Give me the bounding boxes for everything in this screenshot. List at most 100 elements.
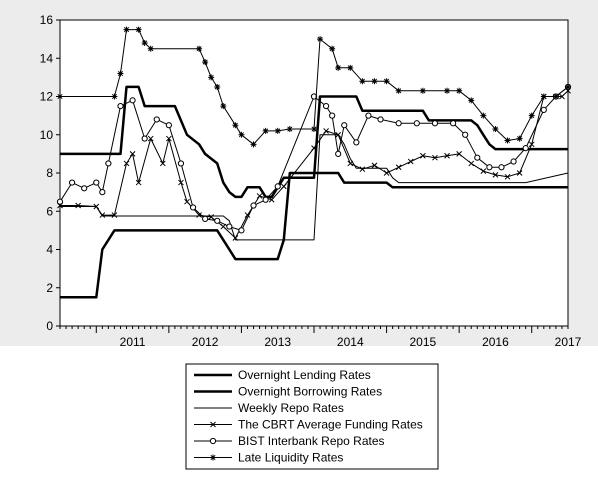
star-marker [480,112,487,119]
circle-marker [105,160,112,167]
series-lines [56,26,572,299]
x-marker [232,235,239,241]
circle-marker [431,120,439,127]
x-tick-label: 2017 [555,335,582,349]
x-marker [280,183,287,190]
star-marker [135,26,142,33]
x-tick-label: 2011 [120,335,146,349]
circle-marker [238,227,245,234]
star-marker [262,127,269,134]
circle-marker [540,106,547,113]
legend-label: BIST Interbank Repo Rates [238,434,385,448]
star-marker [210,454,216,461]
series-line [60,85,568,199]
star-marker [371,78,378,85]
y-tick-label: 4 [46,243,53,257]
x-marker [492,172,499,178]
star-marker [202,59,209,66]
circle-marker [449,120,457,127]
x-marker [147,135,154,142]
x-marker [166,135,172,142]
x-marker [256,193,263,199]
circle-marker [262,196,269,203]
series-0 [60,85,568,199]
star-marker [286,126,293,133]
legend-item: Late Liquidity Rates [194,451,343,465]
circle-marker [353,139,360,146]
series-line [60,171,568,299]
circle-marker [486,164,493,171]
star-marker [565,83,571,90]
x-marker [178,179,184,186]
y-tick-label: 12 [40,90,54,104]
x-marker [75,202,81,209]
circle-marker [335,150,342,157]
circle-marker [522,145,529,152]
star-marker [504,137,511,144]
star-marker [238,131,245,138]
y-tick-label: 8 [46,166,53,180]
x-marker [129,151,136,157]
circle-marker [93,179,100,186]
star-marker [395,87,402,94]
x-marker [135,179,142,186]
series-line [60,90,569,239]
circle-marker [165,122,172,129]
circle-marker [498,164,505,171]
series-1 [60,171,568,299]
series-line [60,134,569,241]
star-marker [347,64,354,71]
star-marker [147,45,154,52]
circle-marker [214,217,221,224]
circle-marker [474,154,481,161]
circle-marker [329,112,336,119]
x-marker [111,212,118,218]
x-marker [123,160,130,167]
star-marker [220,103,227,110]
y-tick-label: 16 [40,13,54,27]
star-marker [456,87,463,94]
circle-marker [226,223,233,230]
x-tick-label: 2014 [337,335,364,349]
x-tick-label: 2016 [482,335,509,349]
x-marker [196,212,202,218]
x-marker [456,151,462,157]
x-marker [159,160,166,167]
legend: Overnight Lending Rates Overnight Borrowi… [185,363,439,470]
x-marker [93,203,100,210]
x-marker [504,173,511,180]
star-marker [196,45,203,52]
star-marker [274,127,281,134]
star-marker [123,26,130,33]
legend-label: Overnight Borrowing Rates [238,385,382,399]
star-marker [444,87,451,94]
x-marker [359,166,366,173]
legend-item: Overnight Lending Rates [194,368,371,382]
circle-marker [322,102,330,110]
star-marker [214,83,221,90]
circle-marker [68,179,76,186]
circle-marker [153,116,160,123]
legend-item: Overnight Borrowing Rates [194,385,382,399]
star-marker [468,97,475,104]
circle-marker [395,120,402,127]
star-marker [141,39,148,46]
series-5 [57,26,571,148]
x-marker [468,160,475,167]
x-marker [99,212,106,218]
circle-marker [413,120,420,127]
y-tick-label: 14 [40,51,54,65]
x-marker [444,152,450,159]
series-2 [60,134,569,241]
circle-marker [377,116,384,123]
star-marker [57,93,63,100]
circle-marker [202,215,209,222]
circle-marker [209,437,217,445]
star-marker [111,93,118,100]
x-tick-label: 2013 [264,335,291,349]
circle-marker [274,183,281,190]
circle-marker [341,122,348,129]
series-3 [57,87,571,241]
star-marker [117,70,124,77]
